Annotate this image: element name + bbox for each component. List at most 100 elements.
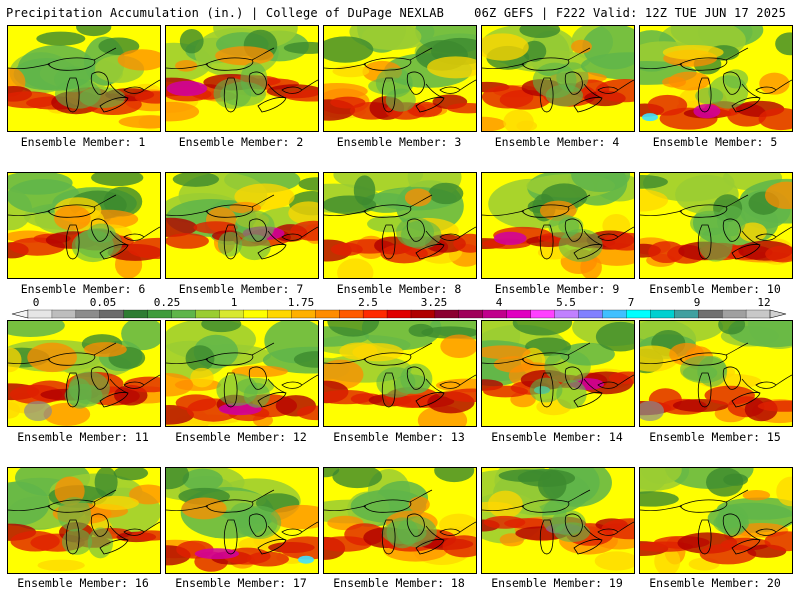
page-title: Precipitation Accumulation (in.) | Colle… — [6, 6, 445, 20]
ensemble-map-panel — [639, 467, 793, 574]
ensemble-map-panel — [7, 25, 161, 132]
great-lake-outline — [697, 77, 712, 113]
great-lake-outline — [521, 57, 570, 71]
great-lake-outline — [90, 366, 109, 390]
colorbar-swatch — [674, 309, 699, 319]
ensemble-map-panel — [165, 25, 319, 132]
ensemble-map-panel — [165, 467, 319, 574]
great-lake-outline — [731, 392, 761, 408]
border-line — [459, 521, 476, 533]
precip-contour — [166, 233, 209, 249]
precip-contour — [482, 33, 529, 61]
great-lake-outline — [90, 218, 109, 242]
precip-contour — [166, 217, 198, 237]
border-line — [324, 505, 367, 511]
precip-contour — [324, 195, 377, 215]
precip-map — [640, 468, 792, 573]
colorbar-swatch — [219, 309, 244, 319]
colorbar-swatch — [650, 309, 675, 319]
great-lake-outline — [47, 204, 96, 218]
border-line — [775, 79, 792, 91]
great-lake-outline — [65, 519, 80, 555]
precip-contour — [427, 56, 476, 79]
precip-contour — [290, 220, 318, 241]
border-line — [425, 525, 445, 541]
precip-contour — [181, 497, 227, 520]
great-lake-outline — [679, 204, 728, 218]
great-lake-outline — [123, 86, 145, 94]
precip-contour — [185, 345, 215, 372]
colorbar-swatch — [410, 309, 436, 319]
precip-contour — [776, 476, 792, 507]
border-line — [617, 79, 634, 91]
great-lake-outline — [439, 233, 461, 241]
border-line — [324, 358, 367, 364]
precip-map — [324, 468, 476, 573]
colorbar-swatch — [698, 309, 723, 319]
precip-contour — [640, 345, 679, 372]
precip-map — [324, 26, 476, 131]
precip-contour — [288, 201, 318, 225]
great-lake-outline — [573, 392, 603, 408]
colorbar — [11, 309, 787, 319]
border-line — [640, 358, 683, 364]
precip-contour — [601, 518, 634, 540]
precip-contour — [446, 102, 476, 114]
precip-contour — [758, 107, 792, 131]
great-lake-outline — [381, 372, 396, 408]
precip-contour — [298, 555, 314, 564]
great-lake-outline — [679, 352, 728, 366]
ensemble-map-panel — [7, 467, 161, 574]
precip-contour — [166, 468, 190, 490]
border-line — [251, 194, 275, 208]
colorbar-swatch — [27, 309, 53, 319]
border-line — [166, 505, 209, 511]
ensemble-member-label: Ensemble Member: 9 — [494, 282, 620, 296]
precip-contour — [640, 468, 667, 494]
border-line — [583, 378, 603, 394]
precip-contour — [400, 363, 433, 394]
precip-contour — [283, 41, 318, 54]
great-lake-outline — [564, 513, 583, 537]
border-line — [425, 230, 445, 246]
precip-contour — [571, 173, 631, 192]
great-lake-outline — [539, 372, 554, 408]
great-lake-outline — [205, 352, 254, 366]
precip-contour — [716, 205, 746, 237]
colorbar-swatch — [75, 309, 101, 319]
colorbar-swatch — [99, 309, 125, 319]
precip-map — [482, 26, 634, 131]
great-lake-outline — [439, 86, 461, 94]
great-lake-outline — [755, 381, 777, 389]
great-lake-outline — [679, 499, 728, 513]
border-line — [93, 47, 117, 61]
precip-contour — [742, 489, 771, 501]
colorbar-tick-label: 0.25 — [153, 296, 181, 309]
great-lake-outline — [755, 233, 777, 241]
precip-contour — [602, 232, 634, 251]
great-lake-outline — [722, 366, 741, 390]
precip-contour — [440, 334, 476, 358]
border-line — [640, 505, 683, 511]
border-line — [482, 358, 525, 364]
precip-contour — [713, 512, 750, 534]
great-lake-outline — [47, 499, 96, 513]
precip-contour — [166, 101, 200, 122]
ensemble-map-panel — [323, 467, 477, 574]
precip-contour — [130, 530, 160, 541]
precip-contour — [765, 245, 792, 263]
great-lake-outline — [731, 97, 761, 113]
border-line — [143, 521, 160, 533]
precip-contour — [445, 388, 476, 403]
border-line — [409, 194, 433, 208]
great-lake-outline — [755, 86, 777, 94]
ensemble-map-panel — [323, 172, 477, 279]
great-lake-outline — [363, 57, 412, 71]
precip-map — [8, 26, 160, 131]
precip-contour — [91, 173, 144, 187]
border-line — [109, 525, 129, 541]
ensemble-map-panel — [323, 25, 477, 132]
border-line — [301, 374, 318, 386]
border-line — [425, 378, 445, 394]
border-line — [567, 342, 591, 356]
